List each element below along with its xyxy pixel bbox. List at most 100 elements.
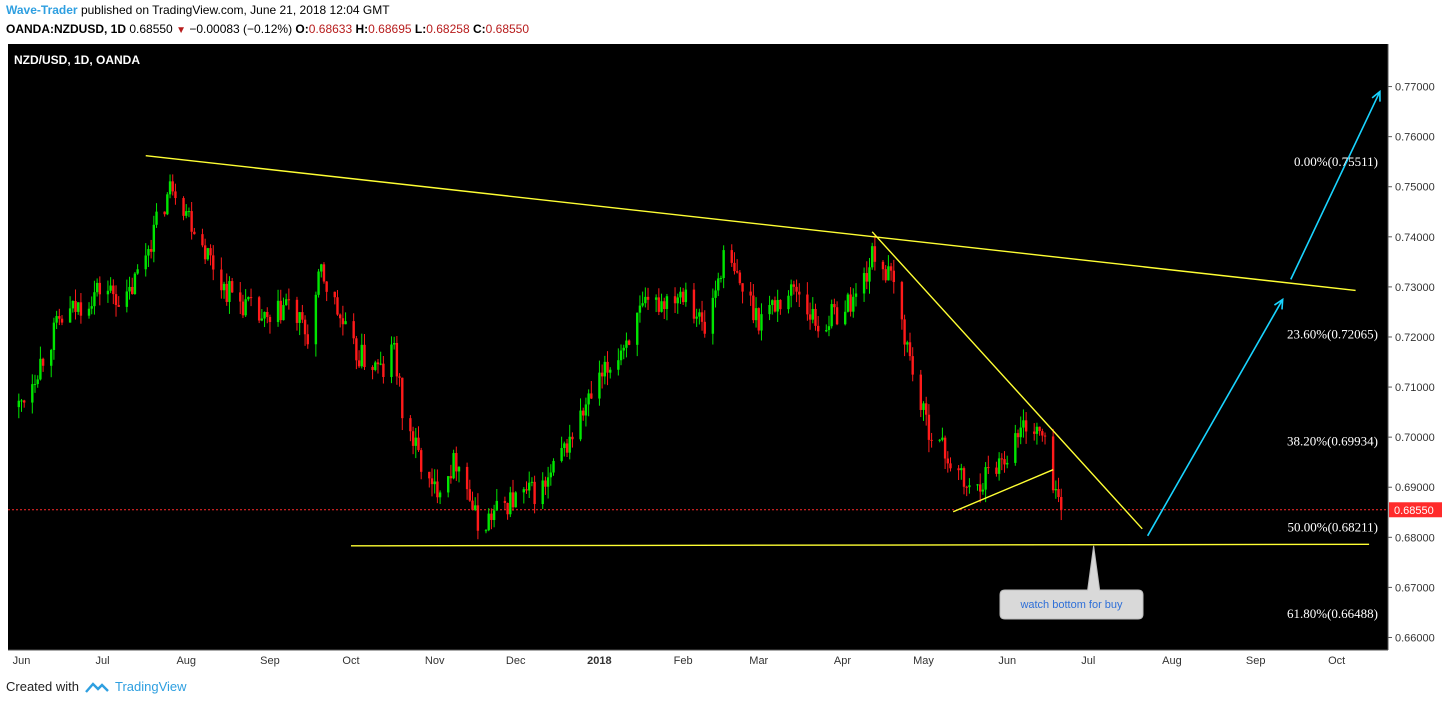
candle-body xyxy=(619,350,623,361)
candle-body xyxy=(193,231,196,235)
candle-body xyxy=(816,325,820,332)
low-label: L: xyxy=(414,22,427,36)
candle-body xyxy=(528,482,531,491)
candlestick xyxy=(23,399,26,408)
candlestick xyxy=(128,276,131,300)
candlestick xyxy=(587,389,590,417)
candlestick xyxy=(1041,428,1044,442)
candle-body xyxy=(1024,420,1028,432)
candlestick xyxy=(506,502,509,520)
candle-body xyxy=(757,308,760,331)
candlestick xyxy=(220,257,223,299)
candlestick xyxy=(1060,488,1063,521)
candle-body xyxy=(1006,462,1009,465)
candle-body xyxy=(244,299,247,316)
candlestick xyxy=(598,360,601,406)
candlestick xyxy=(941,427,944,442)
fib-level-label: 23.60%(0.72065) xyxy=(1287,327,1378,342)
candle-body xyxy=(679,291,682,298)
candlestick xyxy=(379,351,382,366)
fib-level-label: 50.00%(0.68211) xyxy=(1287,520,1378,535)
candle-body xyxy=(881,261,885,270)
candlestick xyxy=(825,324,828,333)
candlestick xyxy=(487,508,490,532)
callout-text: watch bottom for buy xyxy=(1019,599,1123,611)
candlestick xyxy=(68,296,72,323)
candle-body xyxy=(825,330,828,332)
candlestick xyxy=(376,359,380,374)
price-axis[interactable] xyxy=(1388,44,1442,650)
arrow-head xyxy=(1273,297,1284,310)
candle-body xyxy=(582,410,585,416)
symbol-label: OANDA:NZDUSD, 1D xyxy=(6,22,126,36)
candlestick xyxy=(144,243,147,277)
candle-body xyxy=(752,295,755,321)
candlestick xyxy=(436,469,439,504)
candle-body xyxy=(333,291,336,298)
candle-body xyxy=(390,344,393,377)
candlestick xyxy=(125,279,129,313)
falling-wedge-upper[interactable] xyxy=(871,231,1143,530)
callout-bubble[interactable] xyxy=(999,545,1144,620)
time-axis[interactable] xyxy=(8,650,1442,668)
candlestick xyxy=(906,340,909,353)
candlestick xyxy=(374,360,377,372)
candlestick xyxy=(673,287,677,313)
candlestick xyxy=(409,415,412,442)
candlestick xyxy=(924,396,928,426)
candle-body xyxy=(738,272,742,284)
candle-body xyxy=(852,296,855,312)
rising-lower-line[interactable] xyxy=(952,469,1054,513)
candlestick xyxy=(1016,429,1020,448)
annotation-callout[interactable]: watch bottom for buy xyxy=(999,545,1144,620)
candlestick xyxy=(187,207,191,218)
candlestick xyxy=(1054,480,1058,499)
candle-body xyxy=(541,480,544,505)
candlestick xyxy=(987,455,990,475)
candlestick xyxy=(525,481,528,494)
y-tick-label: 0.67000 xyxy=(1395,582,1435,594)
candle-body xyxy=(568,436,571,453)
upper-trendline[interactable] xyxy=(145,154,1356,292)
chart-plot-area[interactable] xyxy=(8,44,1388,650)
support-line[interactable] xyxy=(350,543,1370,547)
candle-body xyxy=(363,344,366,368)
candlestick xyxy=(544,476,547,495)
arrow-shaft xyxy=(1290,91,1381,280)
candle-body xyxy=(201,234,204,246)
candle-body xyxy=(779,299,782,310)
candle-body xyxy=(39,358,42,380)
candle-body xyxy=(438,492,442,498)
candle-body xyxy=(730,250,733,263)
candlestick xyxy=(752,284,755,324)
projection-arrow[interactable] xyxy=(1146,297,1284,537)
candlestick xyxy=(919,369,922,418)
candle-body xyxy=(152,224,156,252)
candle-body xyxy=(20,400,23,402)
tradingview-link[interactable]: TradingView xyxy=(114,679,187,694)
candlestick xyxy=(846,292,850,313)
candle-body xyxy=(654,297,658,300)
candlestick xyxy=(17,393,21,419)
candlestick xyxy=(619,344,623,366)
candlestick xyxy=(1019,416,1022,445)
candle-body xyxy=(606,361,609,373)
candlestick xyxy=(870,242,874,270)
projection-arrow[interactable] xyxy=(1290,89,1381,280)
candle-body xyxy=(357,360,361,367)
candle-body xyxy=(600,372,604,377)
candle-body xyxy=(943,437,947,459)
candlestick xyxy=(133,271,137,295)
candlestick xyxy=(695,308,698,327)
candle-body xyxy=(930,439,933,441)
author-link[interactable]: Wave-Trader xyxy=(6,3,78,17)
candlestick xyxy=(622,344,625,360)
x-tick-label: Nov xyxy=(425,655,445,667)
candle-body xyxy=(487,513,490,531)
candlestick xyxy=(854,283,858,307)
candlestick xyxy=(787,290,790,314)
candle-body xyxy=(563,443,566,449)
candle-body xyxy=(279,300,282,321)
candle-body xyxy=(552,460,555,473)
